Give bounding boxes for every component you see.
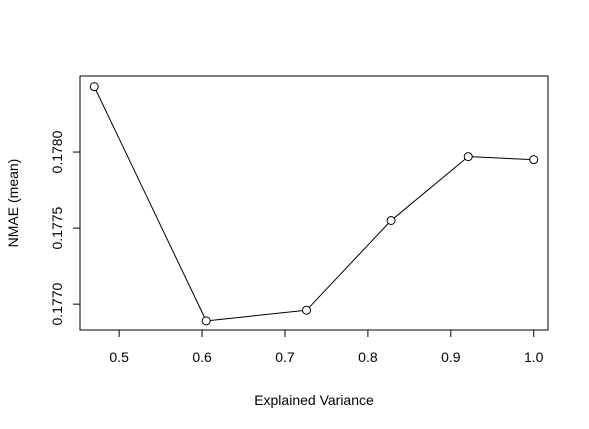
series-line-segment bbox=[472, 156, 530, 160]
series-line-segment bbox=[393, 158, 466, 219]
x-tick-label: 0.7 bbox=[275, 349, 295, 365]
x-axis: 0.5 0.6 0.7 0.8 0.9 1.0 bbox=[109, 329, 544, 365]
x-tick-label: 0.5 bbox=[109, 349, 129, 365]
x-axis-label: Explained Variance bbox=[254, 392, 374, 408]
data-point bbox=[463, 152, 473, 162]
series-group bbox=[89, 82, 539, 326]
x-tick-label: 0.9 bbox=[441, 349, 461, 365]
y-tick-label: 0.1770 bbox=[49, 283, 65, 326]
y-axis: 0.1770 0.1775 0.1780 bbox=[49, 130, 81, 326]
data-point bbox=[201, 316, 211, 326]
data-point bbox=[529, 155, 539, 165]
series-line-segment bbox=[95, 90, 205, 318]
x-tick-label: 1.0 bbox=[524, 349, 544, 365]
series-line-segment bbox=[308, 223, 389, 308]
y-tick-label: 0.1780 bbox=[49, 130, 65, 173]
y-tick-label: 0.1775 bbox=[49, 206, 65, 249]
series-line-segment bbox=[210, 310, 303, 321]
data-point bbox=[89, 82, 99, 92]
x-tick-label: 0.6 bbox=[192, 349, 212, 365]
data-point bbox=[302, 305, 312, 315]
data-point bbox=[386, 215, 396, 225]
x-tick-label: 0.8 bbox=[358, 349, 378, 365]
y-axis-label: NMAE (mean) bbox=[5, 159, 21, 248]
